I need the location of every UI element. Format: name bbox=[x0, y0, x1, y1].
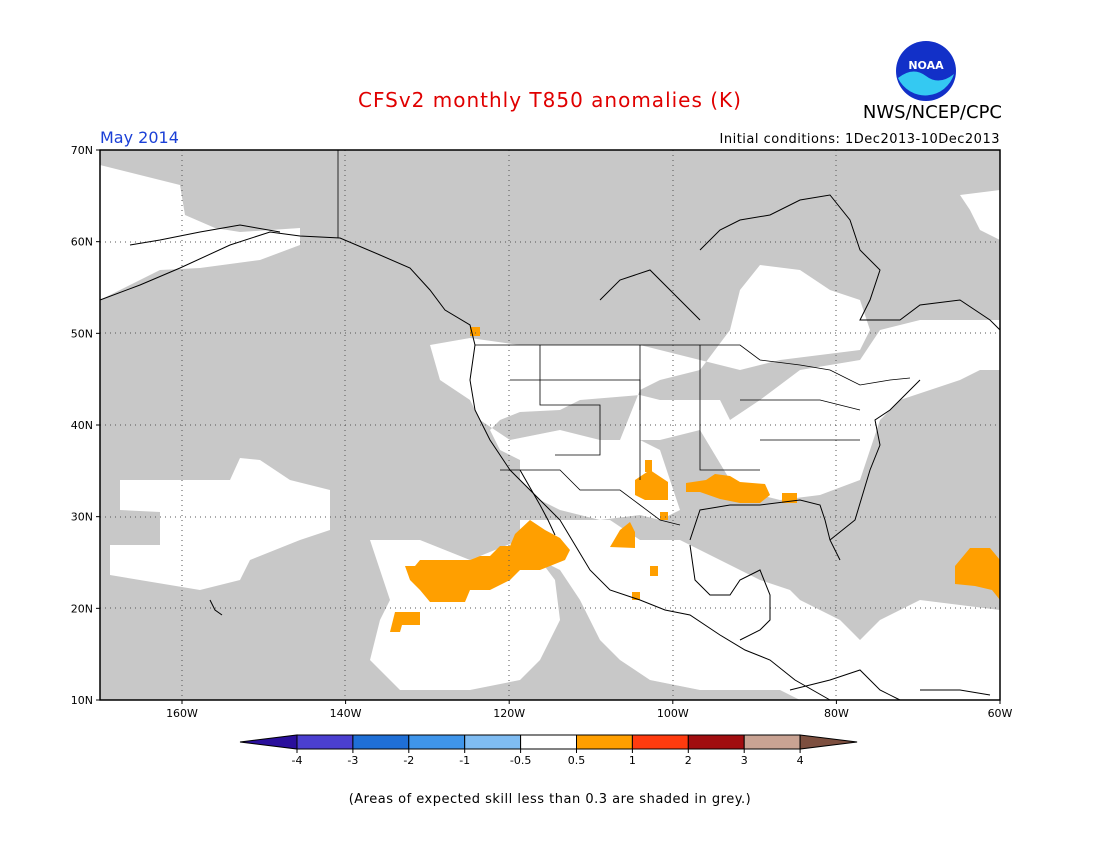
lat-label: 50N bbox=[71, 327, 93, 340]
lat-label: 40N bbox=[71, 419, 93, 432]
legend-arrow-low bbox=[239, 734, 298, 750]
white-skill-areas bbox=[100, 165, 1000, 700]
legend-label: -4 bbox=[292, 754, 303, 767]
coastlines bbox=[99, 194, 1001, 701]
lon-label: 80W bbox=[824, 707, 849, 720]
political-borders bbox=[337, 150, 911, 526]
lon-label: 120W bbox=[493, 707, 525, 720]
legend-label: 3 bbox=[741, 754, 748, 767]
lat-label: 30N bbox=[71, 511, 93, 524]
legend-swatch bbox=[464, 734, 522, 750]
lat-label: 20N bbox=[71, 602, 93, 615]
lat-label: 60N bbox=[71, 236, 93, 249]
map-frame bbox=[99, 149, 1001, 701]
noaa-logo-icon: NOAA bbox=[896, 41, 956, 101]
legend-label: 2 bbox=[685, 754, 692, 767]
skill-shading-background bbox=[100, 150, 1000, 700]
legend-swatch bbox=[743, 734, 801, 750]
latitude-ticks: 70N 60N 50N 40N 30N 20N 10N bbox=[71, 144, 100, 707]
legend-label: 1 bbox=[629, 754, 636, 767]
legend-swatch bbox=[631, 734, 689, 750]
footnote: (Areas of expected skill less than 0.3 a… bbox=[348, 792, 752, 807]
legend-swatch bbox=[576, 734, 633, 750]
lat-label: 70N bbox=[71, 144, 93, 157]
organization-label: NWS/NCEP/CPC bbox=[862, 102, 1002, 123]
initial-conditions: Initial conditions: 1Dec2013-10Dec2013 bbox=[719, 132, 1000, 147]
legend-swatch bbox=[687, 734, 745, 750]
legend-label: -0.5 bbox=[510, 754, 531, 767]
longitude-ticks: 160W 140W 120W 100W 80W 60W bbox=[166, 700, 1013, 720]
svg-text:NOAA: NOAA bbox=[908, 59, 944, 72]
lon-label: 100W bbox=[657, 707, 689, 720]
positive-anomaly-areas bbox=[390, 327, 1000, 632]
legend-label: 0.5 bbox=[568, 754, 586, 767]
legend-arrow-high bbox=[799, 734, 858, 750]
map-title: CFSv2 monthly T850 anomalies (K) bbox=[358, 88, 742, 112]
legend-swatch bbox=[352, 734, 410, 750]
legend-label: -2 bbox=[403, 754, 414, 767]
legend-label: -1 bbox=[459, 754, 470, 767]
legend-label: 4 bbox=[797, 754, 804, 767]
graticule bbox=[100, 150, 1000, 700]
lat-label: 10N bbox=[71, 694, 93, 707]
forecast-period: May 2014 bbox=[100, 128, 179, 147]
legend-label: -3 bbox=[347, 754, 358, 767]
lon-label: 60W bbox=[988, 707, 1013, 720]
legend-swatch bbox=[296, 734, 354, 750]
legend-swatch bbox=[520, 734, 577, 750]
legend-swatch bbox=[408, 734, 466, 750]
lon-label: 140W bbox=[330, 707, 362, 720]
lon-label: 160W bbox=[166, 707, 198, 720]
